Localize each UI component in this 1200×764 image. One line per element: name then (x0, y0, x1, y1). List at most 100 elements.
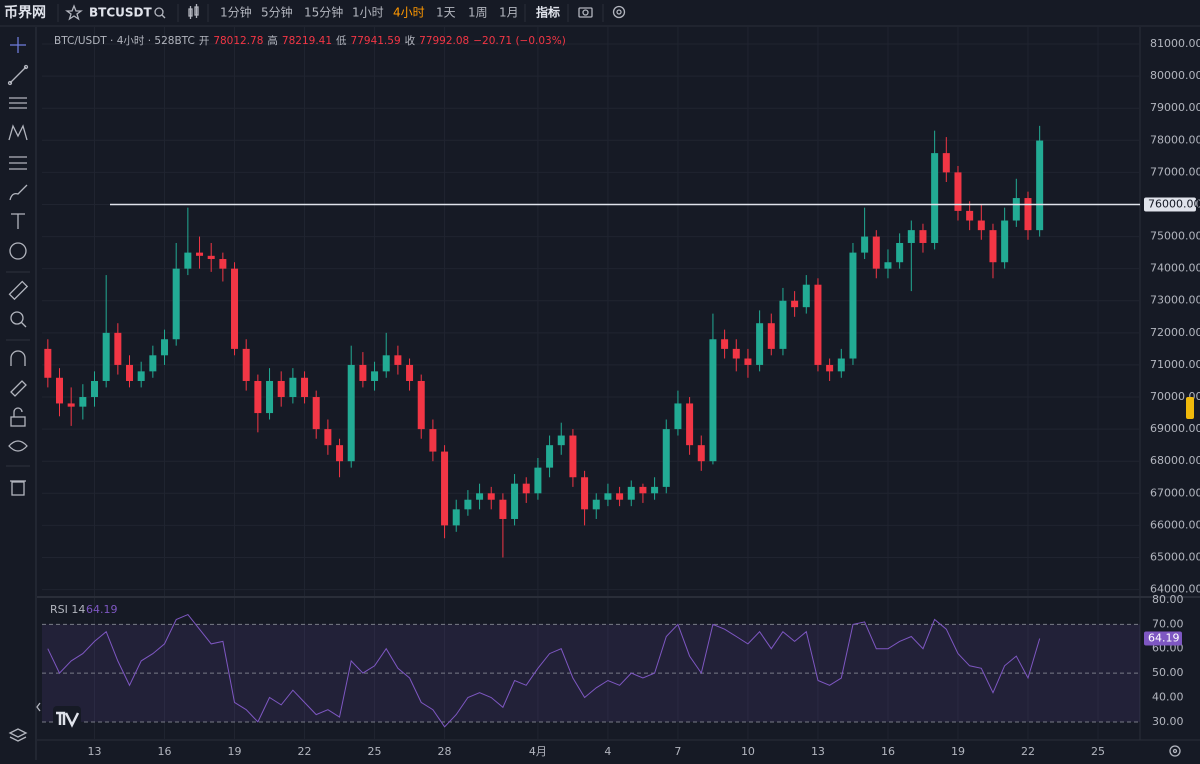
legend: BTC/USDT · 4小时 · 528BTC 开 78012.78 高 78219.4… (54, 34, 566, 47)
zoom-tool[interactable] (10, 311, 27, 328)
visibility-tool[interactable] (8, 440, 28, 452)
candle-body (919, 230, 927, 243)
change: −20.71 (−0.03%) (473, 35, 566, 47)
candle-body (382, 355, 390, 372)
hline-tool[interactable] (9, 97, 27, 109)
candle-body (359, 364, 367, 381)
ohlc-value: 77941.59 (351, 35, 401, 47)
logo[interactable]: 币界网 (4, 5, 46, 21)
search-icon[interactable] (154, 7, 164, 17)
candle-body (149, 355, 157, 372)
candle-body (814, 284, 822, 365)
indicators-button[interactable]: 指标 (536, 5, 560, 20)
candle-body (616, 493, 624, 500)
candle-body (604, 493, 612, 500)
pattern-tool[interactable] (8, 124, 28, 141)
candle-body (452, 509, 460, 526)
ohlc-value: 77992.08 (419, 35, 469, 47)
layers-tool[interactable] (8, 728, 28, 742)
ohlc-value: 78219.41 (282, 35, 332, 47)
x-tick-label: 10 (741, 745, 755, 758)
top-bar-bg (0, 0, 1200, 26)
ohlc-name: 低 (336, 34, 347, 47)
candle-body (697, 445, 705, 462)
candle-body (499, 499, 507, 519)
y-tick-label: 77000.00 (1150, 165, 1200, 178)
rsi-value-box (1144, 631, 1182, 646)
x-tick-label: 4 (604, 745, 611, 758)
emoji-tool[interactable] (9, 242, 27, 260)
candle-body (954, 172, 962, 211)
ohlc-name: 高 (267, 34, 278, 47)
favorite-icon[interactable] (65, 4, 83, 21)
x-tick-label: 13 (811, 745, 825, 758)
lock-tool[interactable] (10, 407, 26, 427)
trendline-tool[interactable] (7, 64, 29, 86)
ruler-tool[interactable] (8, 280, 29, 301)
symbol[interactable]: BTCUSDT (89, 6, 152, 20)
candle-body (522, 483, 530, 494)
candle-body (849, 252, 857, 359)
interval-button[interactable]: 15分钟 (304, 5, 343, 20)
lock-drawing-tool[interactable] (10, 380, 27, 397)
scroll-marker[interactable] (1186, 397, 1194, 419)
candle-body (756, 323, 764, 365)
interval-button[interactable]: 1分钟 (220, 5, 252, 20)
candle-body (511, 483, 519, 519)
y-tick-label: 81000.00 (1150, 37, 1200, 50)
candle-body (207, 255, 215, 260)
candle-body (242, 348, 250, 381)
axis-settings-icon[interactable] (1169, 745, 1181, 757)
candle-body (266, 380, 274, 414)
fib-tool[interactable] (9, 156, 27, 170)
y-tick-label: 69000.00 (1150, 422, 1200, 435)
collapse-arrow[interactable] (36, 702, 41, 712)
top-bar: 币界网 BTCUSDT 1分钟 5分钟 15分钟 1小时 4小时 1天 1周 1月 指标 (0, 0, 1200, 27)
rsi-line (47, 613, 1041, 728)
candle-body (394, 355, 402, 365)
candle-body (884, 262, 892, 269)
chart-type-icon[interactable] (188, 4, 199, 19)
candle-body (126, 364, 134, 381)
y-tick-label: 64000.00 (1150, 583, 1200, 596)
rsi-legend-name: RSI 14 (50, 603, 85, 616)
chart-area: 64000.00 65000.00 66000.00 67000.00 68000.00… (37, 27, 1200, 758)
legend-title: BTC/USDT · 4小时 · 528BTC (54, 35, 195, 47)
candle-body (1001, 220, 1009, 263)
candle-body (837, 358, 845, 372)
candle-body (674, 403, 682, 430)
brush-tool[interactable] (9, 184, 28, 201)
candle-body (476, 493, 484, 500)
crosshair-tool[interactable] (10, 37, 26, 53)
candle-body (417, 380, 425, 430)
candle-body (184, 252, 192, 269)
interval-button[interactable]: 1小时 (352, 6, 384, 20)
x-tick-label: 13 (88, 745, 102, 758)
candle-body (662, 429, 670, 487)
candle-body (581, 477, 589, 510)
interval-button[interactable]: 1月 (499, 6, 519, 20)
candle-body (546, 445, 554, 468)
screenshot-icon[interactable] (578, 7, 593, 18)
candle-body (91, 380, 99, 398)
delete-tool[interactable] (10, 480, 26, 496)
x-tick-label: 25 (368, 745, 382, 758)
interval-button[interactable]: 1天 (436, 6, 456, 20)
candle-body (79, 397, 87, 407)
magnet-tool[interactable] (10, 350, 26, 366)
candle-body (254, 380, 262, 414)
candle-body (931, 153, 939, 243)
candle-body (1012, 198, 1020, 221)
y-tick-label: 75000.00 (1150, 230, 1200, 243)
text-tool[interactable] (11, 213, 25, 229)
y-tick-label: 71000.00 (1150, 358, 1200, 371)
candle-body (907, 230, 915, 243)
interval-button[interactable]: 4小时 (393, 6, 425, 20)
candle-body (989, 230, 997, 263)
candle-body (791, 300, 799, 308)
y-tick-label: 67000.00 (1150, 486, 1200, 499)
settings-icon[interactable] (612, 5, 626, 19)
interval-button[interactable]: 5分钟 (261, 5, 293, 20)
interval-button[interactable]: 1周 (468, 6, 488, 20)
